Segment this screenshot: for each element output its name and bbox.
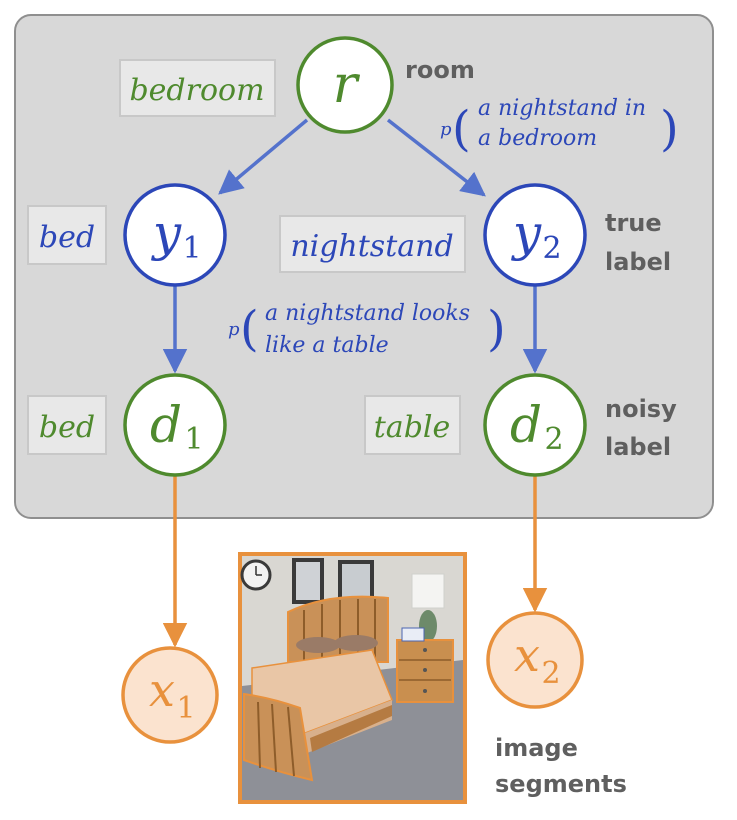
label-nightstand: nightstand <box>290 229 453 264</box>
chip-bed-y1 <box>27 205 107 265</box>
node-r: r <box>296 36 394 134</box>
chip-table <box>364 395 461 455</box>
bedroom-photo <box>238 552 467 804</box>
node-d2: d 2 <box>483 373 587 477</box>
edge-r-y1 <box>218 118 309 195</box>
label-bed-true: bed <box>39 220 95 255</box>
side-label-image: image <box>495 734 578 762</box>
svg-text:r: r <box>333 55 361 115</box>
svg-text:a nightstand looks: a nightstand looks <box>265 301 470 326</box>
svg-text:d: d <box>150 396 182 454</box>
node-y2: y 2 <box>483 183 587 287</box>
side-label-noisy: noisy <box>605 395 677 423</box>
prob-nightstand-in-bedroom: p ( a nightstand in a bedroom ) <box>440 96 679 157</box>
edge-r-y2 <box>386 118 486 197</box>
chip-bed-d1 <box>27 395 107 455</box>
svg-text:y: y <box>511 204 542 262</box>
svg-text:2: 2 <box>541 656 560 691</box>
svg-text:): ) <box>660 101 679 157</box>
svg-text:a nightstand in: a nightstand in <box>478 96 646 121</box>
svg-text:2: 2 <box>544 422 563 457</box>
svg-text:2: 2 <box>542 231 561 266</box>
label-table: table <box>374 410 451 445</box>
chip-bedroom <box>119 59 276 117</box>
side-label-room: room <box>405 56 475 84</box>
chip-nightstand <box>279 215 466 273</box>
svg-text:1: 1 <box>176 691 195 726</box>
svg-text:x: x <box>149 663 175 717</box>
node-x1: x 1 <box>121 646 219 744</box>
svg-text:): ) <box>487 301 506 357</box>
svg-text:x: x <box>514 628 540 682</box>
svg-text:(: ( <box>452 101 471 157</box>
label-bedroom: bedroom <box>129 73 264 108</box>
svg-text:1: 1 <box>184 422 203 457</box>
svg-text:y: y <box>151 204 182 262</box>
svg-text:p: p <box>228 319 240 340</box>
side-label-true-2: label <box>605 248 671 276</box>
node-d1: d 1 <box>123 373 227 477</box>
node-x2: x 2 <box>486 611 584 709</box>
svg-text:p: p <box>440 119 452 140</box>
svg-text:(: ( <box>240 301 259 357</box>
svg-text:like a table: like a table <box>265 333 389 358</box>
svg-text:a bedroom: a bedroom <box>478 126 597 151</box>
side-label-segments: segments <box>495 770 627 798</box>
node-y1: y 1 <box>123 183 227 287</box>
svg-text:d: d <box>510 396 542 454</box>
side-label-noisy-2: label <box>605 433 671 461</box>
svg-text:1: 1 <box>182 231 201 266</box>
label-bed-noisy: bed <box>39 410 95 445</box>
prob-nightstand-looks-like-table: p ( a nightstand looks like a table ) <box>228 301 506 358</box>
side-label-true: true <box>605 209 662 237</box>
